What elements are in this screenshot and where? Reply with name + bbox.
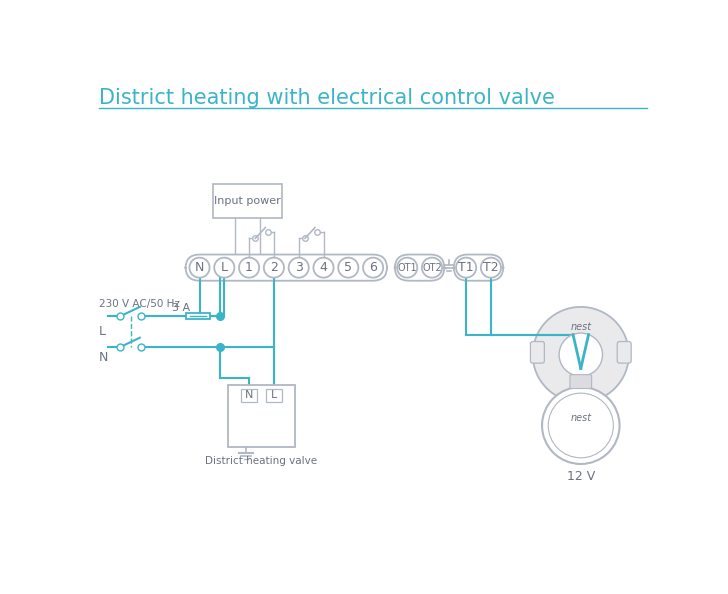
Text: N: N	[99, 351, 108, 364]
Text: nest: nest	[570, 322, 591, 332]
Text: 3: 3	[295, 261, 303, 274]
Text: 3 A: 3 A	[173, 304, 191, 314]
Text: OT2: OT2	[422, 263, 442, 273]
Circle shape	[480, 258, 501, 277]
Text: L: L	[221, 261, 228, 274]
Text: 2: 2	[270, 261, 278, 274]
Text: OT1: OT1	[397, 263, 417, 273]
FancyBboxPatch shape	[395, 255, 444, 281]
Text: N: N	[245, 390, 253, 400]
FancyBboxPatch shape	[454, 255, 503, 281]
FancyBboxPatch shape	[213, 184, 282, 217]
Text: 5: 5	[344, 261, 352, 274]
Text: 12 V: 12 V	[566, 470, 595, 483]
Text: 230 V AC/50 Hz: 230 V AC/50 Hz	[99, 299, 180, 309]
Circle shape	[542, 387, 620, 464]
Text: L: L	[99, 325, 106, 338]
Text: 6: 6	[369, 261, 377, 274]
Circle shape	[214, 258, 234, 277]
Text: Input power: Input power	[214, 195, 281, 206]
FancyBboxPatch shape	[531, 342, 545, 363]
Circle shape	[288, 258, 309, 277]
Circle shape	[314, 258, 333, 277]
Circle shape	[456, 258, 476, 277]
Circle shape	[397, 258, 417, 277]
FancyBboxPatch shape	[186, 313, 210, 319]
Circle shape	[189, 258, 210, 277]
Text: District heating valve: District heating valve	[205, 456, 317, 466]
Circle shape	[339, 258, 358, 277]
Text: 1: 1	[245, 261, 253, 274]
FancyBboxPatch shape	[266, 388, 282, 402]
Text: District heating with electrical control valve: District heating with electrical control…	[99, 89, 555, 108]
FancyBboxPatch shape	[186, 255, 387, 281]
Text: T1: T1	[459, 261, 474, 274]
Text: 4: 4	[320, 261, 328, 274]
FancyBboxPatch shape	[242, 388, 257, 402]
Circle shape	[363, 258, 383, 277]
Circle shape	[264, 258, 284, 277]
Circle shape	[533, 307, 629, 402]
FancyBboxPatch shape	[617, 342, 631, 363]
Circle shape	[559, 333, 603, 376]
FancyBboxPatch shape	[228, 386, 295, 447]
FancyBboxPatch shape	[570, 375, 592, 388]
Circle shape	[422, 258, 442, 277]
Circle shape	[239, 258, 259, 277]
Text: L: L	[271, 390, 277, 400]
Text: N: N	[195, 261, 204, 274]
Text: nest: nest	[570, 413, 591, 423]
Text: T2: T2	[483, 261, 499, 274]
